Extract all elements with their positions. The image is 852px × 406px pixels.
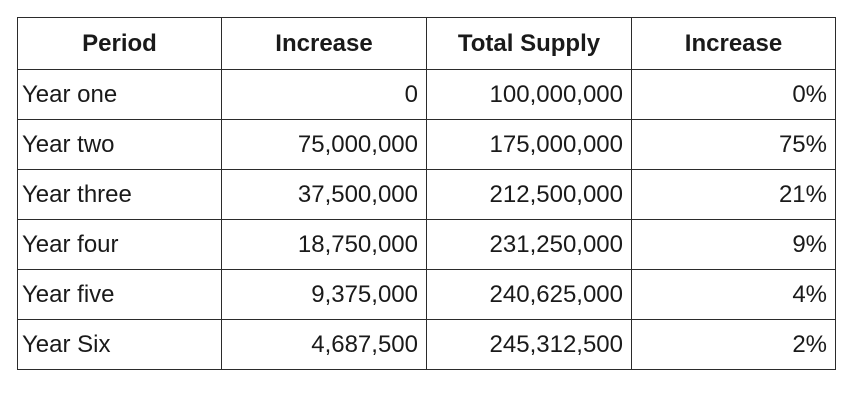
table-row: Year one 0 100,000,000 0% [17, 69, 836, 120]
cell-period: Year Six [17, 319, 222, 370]
table-row: Year five 9,375,000 240,625,000 4% [17, 269, 836, 320]
table-row: Year three 37,500,000 212,500,000 21% [17, 169, 836, 220]
header-period: Period [17, 17, 222, 70]
cell-increase-percent: 2% [631, 319, 836, 370]
cell-total-supply: 240,625,000 [426, 269, 632, 320]
cell-period: Year one [17, 69, 222, 120]
cell-increase: 9,375,000 [221, 269, 427, 320]
cell-total-supply: 231,250,000 [426, 219, 632, 270]
cell-increase-percent: 21% [631, 169, 836, 220]
table-row: Year four 18,750,000 231,250,000 9% [17, 219, 836, 270]
cell-period: Year five [17, 269, 222, 320]
cell-increase: 0 [221, 69, 427, 120]
cell-increase-percent: 4% [631, 269, 836, 320]
cell-total-supply: 212,500,000 [426, 169, 632, 220]
table-header-row: Period Increase Total Supply Increase [17, 17, 836, 70]
header-increase-percent: Increase [631, 17, 836, 70]
cell-increase-percent: 0% [631, 69, 836, 120]
header-increase: Increase [221, 17, 427, 70]
supply-table-container: Period Increase Total Supply Increase Ye… [17, 17, 836, 370]
cell-total-supply: 175,000,000 [426, 119, 632, 170]
header-total-supply: Total Supply [426, 17, 632, 70]
cell-period: Year two [17, 119, 222, 170]
cell-increase-percent: 75% [631, 119, 836, 170]
cell-increase-percent: 9% [631, 219, 836, 270]
table-row: Year Six 4,687,500 245,312,500 2% [17, 319, 836, 370]
cell-total-supply: 100,000,000 [426, 69, 632, 120]
supply-table: Period Increase Total Supply Increase Ye… [17, 17, 836, 370]
cell-increase: 4,687,500 [221, 319, 427, 370]
cell-increase: 75,000,000 [221, 119, 427, 170]
cell-increase: 37,500,000 [221, 169, 427, 220]
table-row: Year two 75,000,000 175,000,000 75% [17, 119, 836, 170]
cell-increase: 18,750,000 [221, 219, 427, 270]
cell-total-supply: 245,312,500 [426, 319, 632, 370]
cell-period: Year three [17, 169, 222, 220]
cell-period: Year four [17, 219, 222, 270]
